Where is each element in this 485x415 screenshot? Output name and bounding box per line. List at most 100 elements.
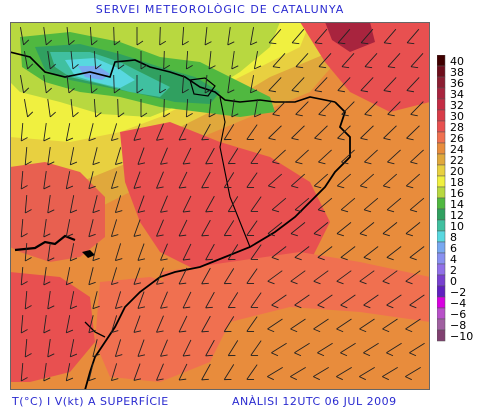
wind-barb bbox=[178, 171, 188, 189]
wind-barb bbox=[24, 194, 32, 214]
wind-barb bbox=[20, 362, 28, 382]
wind-barb bbox=[272, 149, 286, 165]
legend-swatch bbox=[437, 131, 446, 144]
wind-barb bbox=[137, 291, 146, 309]
wind-barb bbox=[317, 197, 333, 213]
legend-label: 36 bbox=[450, 77, 464, 90]
wind-barb bbox=[160, 291, 168, 309]
wind-barb bbox=[88, 315, 96, 334]
legend-swatch bbox=[437, 98, 446, 111]
wind-barb bbox=[114, 195, 123, 214]
wind-barb bbox=[185, 50, 193, 70]
map-frame bbox=[10, 22, 430, 390]
wind-barb bbox=[294, 197, 310, 213]
wind-barb bbox=[227, 148, 239, 165]
legend-swatch bbox=[437, 329, 446, 342]
legend-swatch bbox=[437, 274, 446, 287]
wind-barb bbox=[383, 28, 397, 45]
wind-barb bbox=[113, 74, 121, 94]
wind-barb bbox=[201, 219, 211, 237]
wind-barb bbox=[340, 197, 356, 213]
wind-barb bbox=[336, 222, 352, 237]
wind-barb bbox=[47, 51, 56, 70]
wind-barb bbox=[163, 98, 171, 118]
wind-barb bbox=[69, 147, 78, 166]
field-sea-south bbox=[240, 322, 430, 390]
wind-barb bbox=[92, 195, 100, 214]
wind-barb bbox=[340, 246, 356, 261]
legend-swatch bbox=[437, 296, 446, 309]
legend-label: 16 bbox=[450, 187, 464, 200]
legend-label: 28 bbox=[450, 121, 464, 134]
wind-barb bbox=[382, 318, 398, 333]
legend-swatch bbox=[437, 307, 446, 320]
legend-swatch bbox=[437, 186, 446, 199]
wind-barb bbox=[227, 196, 239, 213]
wind-barb bbox=[89, 74, 98, 94]
legend-label: 24 bbox=[450, 143, 464, 156]
wind-barb bbox=[291, 77, 305, 93]
wind-barb bbox=[201, 123, 211, 141]
wind-barb bbox=[363, 294, 379, 309]
wind-barb bbox=[360, 77, 374, 93]
wind-barb bbox=[223, 172, 235, 189]
wind-barb bbox=[313, 318, 329, 333]
wind-barb bbox=[405, 318, 421, 333]
wind-barb bbox=[181, 26, 189, 46]
wind-barb bbox=[69, 195, 78, 214]
field-warm-central bbox=[120, 122, 330, 277]
legend-swatch bbox=[437, 175, 446, 188]
wind-barb bbox=[205, 243, 215, 261]
wind-barb bbox=[359, 318, 375, 333]
legend-label: 34 bbox=[450, 88, 464, 101]
wind-barb bbox=[47, 195, 55, 214]
wind-barb bbox=[24, 290, 32, 310]
wind-barb bbox=[23, 51, 34, 70]
wind-barb bbox=[267, 318, 283, 333]
wind-barb bbox=[223, 364, 235, 381]
wind-barb bbox=[267, 366, 283, 381]
wind-barb bbox=[114, 243, 123, 262]
wind-barb bbox=[382, 173, 398, 189]
wind-barb bbox=[114, 291, 123, 310]
wind-barb bbox=[66, 27, 75, 46]
wind-barb bbox=[137, 147, 146, 165]
wind-barb bbox=[336, 173, 352, 189]
wind-barb bbox=[163, 50, 171, 70]
wind-barb bbox=[156, 219, 164, 237]
wind-barb bbox=[359, 366, 375, 381]
legend-swatch bbox=[437, 65, 446, 78]
wind-barb bbox=[290, 173, 306, 189]
wind-barb bbox=[341, 149, 355, 165]
wind-barb bbox=[70, 99, 79, 118]
wind-barb bbox=[386, 342, 402, 357]
wind-barb bbox=[290, 270, 306, 285]
wind-barb bbox=[113, 26, 121, 46]
wind-barb bbox=[43, 75, 52, 94]
wind-barb bbox=[405, 222, 421, 237]
wind-barb bbox=[137, 195, 146, 213]
legend-swatch bbox=[437, 87, 446, 100]
legend-swatch bbox=[437, 109, 446, 122]
wind-barb bbox=[318, 149, 332, 165]
legend-label: −8 bbox=[450, 319, 466, 332]
wind-barb bbox=[340, 294, 356, 309]
page-title: SERVEI METEOROLÒGIC DE CATALUNYA bbox=[95, 3, 345, 16]
wind-barb bbox=[204, 75, 212, 94]
wind-barb bbox=[409, 197, 425, 213]
legend-swatch bbox=[437, 164, 446, 177]
wind-barb bbox=[201, 267, 211, 285]
wind-barb bbox=[43, 171, 51, 190]
legend-label: −10 bbox=[450, 330, 473, 343]
color-legend: 4038363432302826242220181614121086420−2−… bbox=[437, 55, 473, 343]
wind-barb bbox=[19, 75, 30, 94]
wind-barb bbox=[65, 267, 74, 286]
wind-barb bbox=[249, 27, 258, 46]
wind-barb bbox=[69, 243, 78, 262]
wind-barb bbox=[223, 316, 235, 333]
wind-barb bbox=[136, 27, 144, 46]
wind-barb bbox=[182, 147, 192, 165]
wind-barb bbox=[317, 246, 333, 261]
wind-barb bbox=[24, 338, 32, 358]
wind-barb bbox=[88, 219, 96, 238]
